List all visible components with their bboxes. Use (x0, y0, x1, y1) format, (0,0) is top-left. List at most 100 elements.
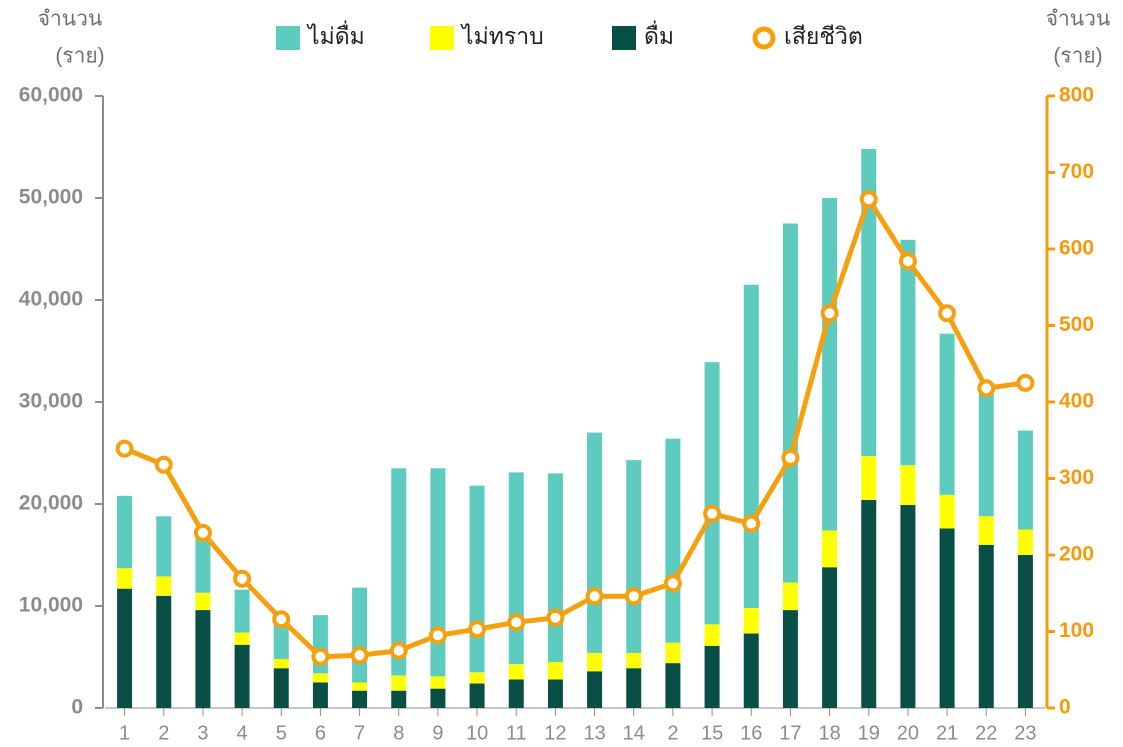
bar-segment (939, 494, 955, 529)
line-point (154, 455, 173, 474)
line-point (389, 641, 408, 660)
bar-segment (626, 668, 642, 708)
bar-segment (508, 679, 524, 708)
bar-segment (782, 610, 798, 708)
bar-segment (743, 633, 759, 708)
x-tick-label: 5 (276, 722, 287, 744)
bar-segment (704, 624, 720, 646)
bar-segment (861, 456, 877, 500)
line-point (585, 587, 604, 606)
bar-segment (782, 223, 798, 583)
bar-segment (978, 385, 994, 517)
bar-segment (547, 662, 563, 680)
y2-tick-label: 0 (1059, 696, 1071, 719)
bar-segment (391, 690, 407, 708)
x-tick-label: 8 (393, 722, 404, 744)
bar-segment (861, 149, 877, 457)
line-point (546, 608, 565, 627)
bar-segment (587, 671, 603, 708)
bar-segment (273, 618, 289, 660)
y-axis-label: (ราย) (55, 45, 104, 68)
y-tick-label: 30,000 (19, 390, 83, 413)
line-point (938, 304, 957, 323)
bar-segment (117, 568, 133, 589)
bar-segment (743, 284, 759, 609)
y2-tick-label: 100 (1059, 619, 1094, 642)
bar-segment (704, 645, 720, 708)
bar-segment (1017, 555, 1033, 708)
x-tick-label: 10 (466, 722, 488, 744)
bar-segment (469, 485, 485, 673)
bar-segment (273, 668, 289, 708)
bar-segment (352, 682, 368, 691)
line-point (820, 304, 839, 323)
x-tick-label: 2 (158, 722, 169, 744)
legend-swatch (276, 26, 300, 50)
x-tick-label: 16 (740, 722, 762, 744)
line-point (233, 569, 252, 588)
bar-segment (469, 683, 485, 708)
line-point (703, 504, 722, 523)
bar-segment (430, 468, 446, 677)
bar-segment (508, 664, 524, 680)
x-tick-label: 14 (623, 722, 645, 744)
bar-segment (978, 516, 994, 545)
line-point (898, 252, 917, 271)
line-point (977, 379, 996, 398)
y-axis-label: จำนวน (38, 8, 103, 31)
bar-segment (352, 690, 368, 708)
y2-axis-label: (ราย) (1053, 45, 1102, 68)
y2-tick-label: 300 (1059, 466, 1094, 489)
y2-tick-label: 500 (1059, 313, 1094, 336)
x-tick-label: 1 (119, 722, 130, 744)
legend-swatch (752, 26, 776, 50)
bar-segment (312, 673, 328, 683)
y-tick-label: 60,000 (19, 84, 83, 107)
bar-segment (587, 652, 603, 672)
y-tick-label: 10,000 (19, 594, 83, 617)
x-tick-label: 11 (506, 722, 527, 744)
bar-segment (469, 672, 485, 684)
bar-segment (117, 495, 133, 569)
line-point (859, 190, 878, 209)
y2-tick-label: 600 (1059, 237, 1094, 260)
y2-tick-label: 400 (1059, 390, 1094, 413)
x-tick-label: 22 (975, 722, 997, 744)
x-tick-label: 3 (197, 722, 208, 744)
y2-tick-label: 700 (1059, 160, 1094, 183)
bar-segment (195, 538, 211, 593)
x-tick-label: 17 (779, 722, 801, 744)
bar-segment (822, 530, 838, 568)
bar-segment (900, 465, 916, 506)
y2-tick-label: 800 (1059, 84, 1094, 107)
legend-swatch (612, 26, 636, 50)
legend-label: ไม่ดื่ม (306, 20, 365, 49)
line-point (742, 514, 761, 533)
line-point (350, 646, 369, 665)
bar-segment (939, 333, 955, 495)
bar-segment (978, 544, 994, 708)
line-point (272, 610, 291, 629)
bar-segment (234, 589, 250, 633)
bar-segment (861, 499, 877, 708)
bar-segment (508, 472, 524, 665)
bar-segment (312, 682, 328, 708)
bar-segment (822, 567, 838, 708)
line-point (311, 647, 330, 666)
bar-segment (900, 239, 916, 466)
legend-label: ดื่ม (644, 20, 674, 49)
x-tick-label: 13 (583, 722, 605, 744)
x-tick-label: 6 (315, 722, 326, 744)
bar-segment (430, 676, 446, 689)
bar-segment (939, 528, 955, 708)
y-tick-label: 0 (71, 696, 83, 719)
bar-segment (665, 438, 681, 643)
bar-segment (156, 576, 172, 596)
legend-label: เสียชีวิต (784, 23, 863, 49)
x-tick-label: 9 (432, 722, 443, 744)
bar-segment (547, 473, 563, 663)
x-tick-label: 23 (1014, 722, 1036, 744)
bar-segment (156, 516, 172, 577)
bar-segment (1017, 430, 1033, 530)
legend-swatch (430, 26, 454, 50)
